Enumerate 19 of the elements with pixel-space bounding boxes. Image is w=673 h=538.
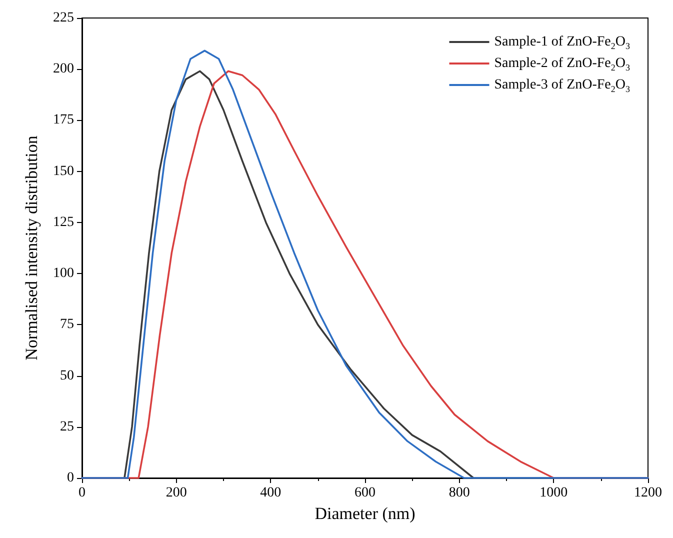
x-tick-label: 1200 <box>634 486 662 500</box>
y-tick-label: 225 <box>53 10 74 26</box>
y-tick-label: 25 <box>60 419 74 434</box>
x-tick-label: 800 <box>448 486 470 500</box>
y-tick-label: 175 <box>53 112 74 128</box>
x-tick-label: 1000 <box>540 486 568 500</box>
x-tick-label: 600 <box>354 486 376 500</box>
x-tick-label: 400 <box>260 486 282 500</box>
x-axis-title: Diameter (nm) <box>314 504 416 523</box>
y-tick-label: 100 <box>53 266 74 282</box>
y-tick-label: 0 <box>67 470 74 486</box>
y-tick-label: 125 <box>53 214 74 230</box>
y-tick-label: 200 <box>53 62 74 77</box>
x-tick-label: 200 <box>166 486 187 500</box>
y-axis-title: Normalised intensity distribution <box>22 135 41 360</box>
x-tick-label: 0 <box>78 486 86 500</box>
y-tick-label: 50 <box>60 368 74 384</box>
y-tick-label: 75 <box>60 317 74 332</box>
y-tick-label: 150 <box>53 164 74 179</box>
